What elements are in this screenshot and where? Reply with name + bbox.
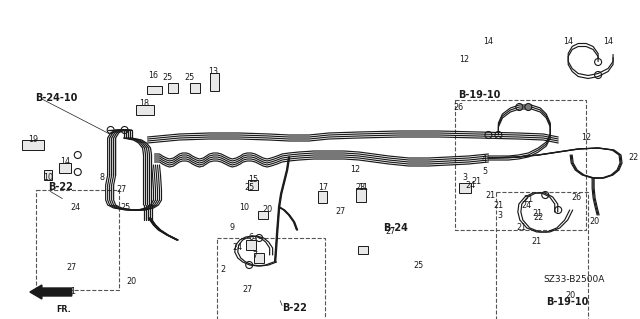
Circle shape xyxy=(595,71,602,78)
Circle shape xyxy=(246,262,253,269)
Text: SZ33-B2500A: SZ33-B2500A xyxy=(543,276,605,285)
Circle shape xyxy=(595,58,602,65)
Circle shape xyxy=(485,131,492,138)
Text: 21: 21 xyxy=(524,196,533,204)
Bar xyxy=(147,86,163,94)
Text: B-19-10: B-19-10 xyxy=(458,90,501,100)
Bar xyxy=(258,211,268,219)
Bar xyxy=(458,183,470,193)
Text: 2: 2 xyxy=(221,265,226,275)
Text: 10: 10 xyxy=(43,174,53,182)
Bar xyxy=(246,240,256,250)
Text: 22: 22 xyxy=(533,213,543,222)
Circle shape xyxy=(121,127,128,133)
Bar xyxy=(44,170,52,180)
Circle shape xyxy=(495,131,502,138)
Bar xyxy=(210,73,219,91)
Text: 13: 13 xyxy=(209,68,218,77)
Circle shape xyxy=(107,127,114,133)
Circle shape xyxy=(555,206,562,213)
Text: 15: 15 xyxy=(248,175,259,184)
Bar xyxy=(319,191,328,203)
Text: 26: 26 xyxy=(454,103,463,113)
Text: 10: 10 xyxy=(239,203,249,211)
Bar xyxy=(36,190,118,290)
Text: 27: 27 xyxy=(386,227,396,236)
Text: 25: 25 xyxy=(163,73,173,83)
Text: 6: 6 xyxy=(249,234,253,242)
Text: 25: 25 xyxy=(120,204,131,212)
Text: 24: 24 xyxy=(521,201,531,210)
Text: 21: 21 xyxy=(493,201,504,210)
Bar xyxy=(454,100,586,230)
Text: 7: 7 xyxy=(253,250,258,259)
Text: 12: 12 xyxy=(460,56,470,64)
Text: 21: 21 xyxy=(472,177,481,187)
Circle shape xyxy=(74,168,81,175)
Text: 12: 12 xyxy=(350,166,360,174)
Text: 26: 26 xyxy=(571,194,581,203)
Text: 1: 1 xyxy=(70,287,76,296)
Bar xyxy=(190,83,200,93)
Bar xyxy=(254,253,264,263)
Text: 22: 22 xyxy=(629,153,639,162)
Text: B-22: B-22 xyxy=(48,182,73,192)
Text: 21: 21 xyxy=(485,190,495,199)
Text: 24: 24 xyxy=(232,243,243,253)
Bar xyxy=(497,192,588,319)
Text: 14: 14 xyxy=(483,38,493,47)
Text: 24: 24 xyxy=(465,181,476,189)
FancyArrow shape xyxy=(30,285,72,299)
Circle shape xyxy=(516,103,523,110)
Text: 27: 27 xyxy=(336,207,346,217)
Text: 23: 23 xyxy=(356,183,366,192)
Text: B-22: B-22 xyxy=(282,303,307,313)
Circle shape xyxy=(74,152,81,159)
Bar xyxy=(248,180,258,190)
Text: 5: 5 xyxy=(482,167,487,176)
Text: 3: 3 xyxy=(462,174,467,182)
Text: 9: 9 xyxy=(230,224,235,233)
Text: 19: 19 xyxy=(28,136,38,145)
Text: 21: 21 xyxy=(532,209,542,218)
Text: 20: 20 xyxy=(127,278,137,286)
Text: 18: 18 xyxy=(140,100,150,108)
Text: B-24-10: B-24-10 xyxy=(35,93,77,103)
Text: 20: 20 xyxy=(589,218,599,226)
Bar xyxy=(136,105,154,115)
Text: 20: 20 xyxy=(262,205,272,214)
Bar xyxy=(168,83,179,93)
Text: 14: 14 xyxy=(603,38,613,47)
Circle shape xyxy=(525,103,532,110)
Bar xyxy=(22,140,44,150)
Text: 3: 3 xyxy=(498,211,503,219)
Text: 25: 25 xyxy=(244,183,254,192)
Bar xyxy=(358,246,368,254)
Text: 12: 12 xyxy=(581,133,591,143)
Text: 24: 24 xyxy=(70,204,81,212)
Text: 17: 17 xyxy=(318,183,328,192)
Circle shape xyxy=(542,191,548,198)
Text: 8: 8 xyxy=(99,174,104,182)
Text: 21: 21 xyxy=(516,224,527,233)
Text: 21: 21 xyxy=(531,238,541,247)
Text: 14: 14 xyxy=(60,158,70,167)
Bar xyxy=(356,188,366,202)
Text: 4: 4 xyxy=(482,155,487,165)
Text: 25: 25 xyxy=(413,261,424,270)
Text: FR.: FR. xyxy=(56,305,71,314)
Text: 27: 27 xyxy=(242,286,252,294)
Text: 16: 16 xyxy=(148,71,159,80)
Text: B-19-10: B-19-10 xyxy=(547,297,589,307)
Text: 20: 20 xyxy=(565,291,575,300)
Bar xyxy=(218,238,325,319)
Text: 14: 14 xyxy=(563,38,573,47)
Text: 27: 27 xyxy=(116,186,127,195)
Text: 27: 27 xyxy=(67,263,77,272)
Bar xyxy=(59,163,71,173)
Text: 11: 11 xyxy=(358,183,368,192)
Text: 25: 25 xyxy=(184,73,195,83)
Circle shape xyxy=(256,234,262,241)
Text: B-24: B-24 xyxy=(383,223,408,233)
